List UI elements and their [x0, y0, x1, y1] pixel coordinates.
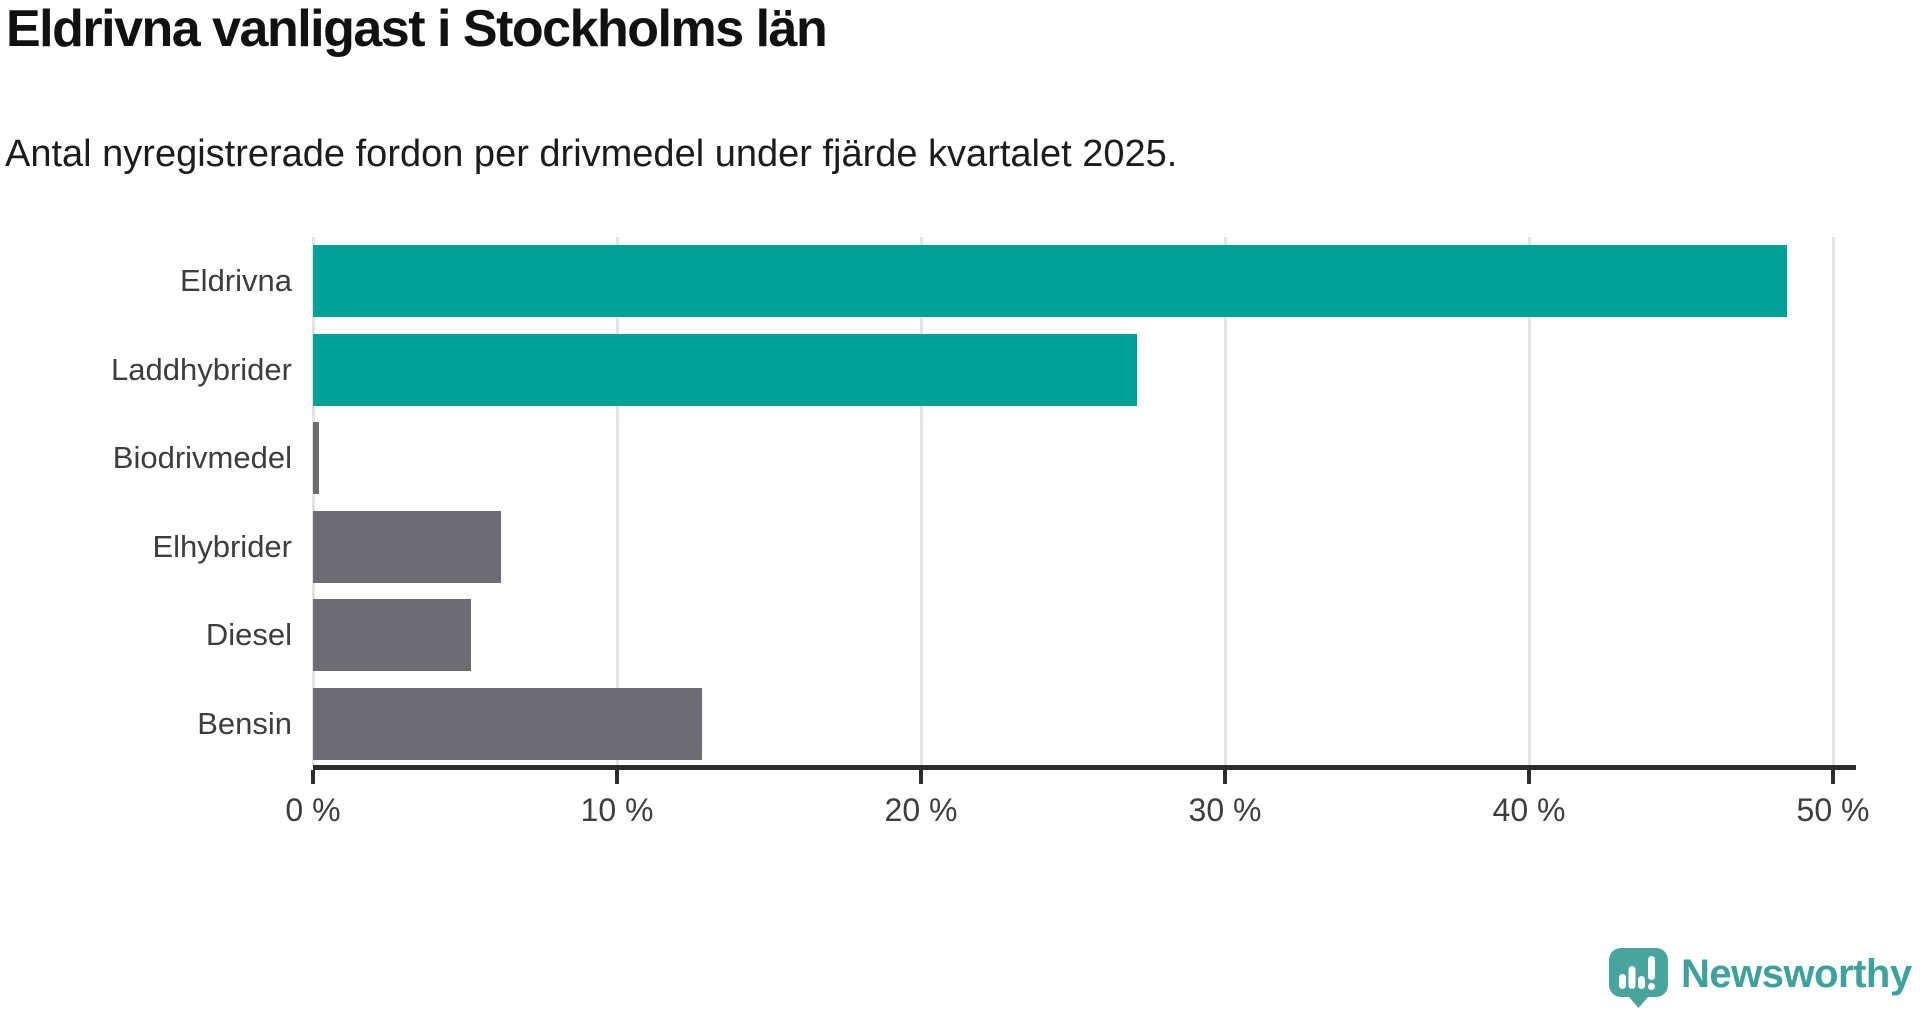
x-axis-tick-label-50-pct: 50 %	[1796, 792, 1870, 828]
chart-subtitle: Antal nyregistrerade fordon per drivmede…	[5, 133, 1178, 175]
gridline-50-pct	[1831, 237, 1835, 768]
x-axis-tick-10-pct	[615, 770, 619, 784]
x-axis-tick-0-pct	[311, 770, 315, 784]
gridline-30-pct	[1223, 237, 1227, 768]
x-axis-tick-label-10-pct: 10 %	[580, 792, 654, 828]
x-axis-tick-20-pct	[919, 770, 923, 784]
category-label-laddhybrider: Laddhybrider	[111, 351, 292, 387]
bar-diesel	[313, 599, 472, 672]
category-label-elhybrider: Elhybrider	[152, 528, 292, 564]
x-axis-tick-label-40-pct: 40 %	[1492, 792, 1566, 828]
category-label-diesel: Diesel	[205, 617, 292, 653]
x-axis-tick-label-30-pct: 30 %	[1188, 792, 1262, 828]
x-axis-tick-50-pct	[1831, 770, 1835, 784]
bar-laddhybrider	[313, 333, 1137, 406]
x-axis-line	[313, 765, 1856, 770]
x-axis-tick-40-pct	[1527, 770, 1531, 784]
bar-elhybrider	[313, 510, 502, 583]
gridline-20-pct	[919, 237, 923, 768]
newsworthy-logo: Newsworthy	[1607, 947, 1912, 1009]
gridline-0-pct	[311, 237, 315, 768]
newsworthy-logo-text: Newsworthy	[1681, 952, 1912, 996]
bar-bensin	[313, 687, 703, 760]
x-axis-tick-label-0-pct: 0 %	[285, 792, 341, 828]
category-label-biodrivmedel: Biodrivmedel	[112, 440, 292, 476]
category-label-eldrivna: Eldrivna	[180, 263, 292, 299]
category-label-bensin: Bensin	[197, 705, 292, 741]
bar-eldrivna	[313, 245, 1788, 318]
gridline-10-pct	[615, 237, 619, 768]
x-axis-tick-label-20-pct: 20 %	[884, 792, 958, 828]
x-axis-tick-30-pct	[1223, 770, 1227, 784]
chart-title: Eldrivna vanligast i Stockholms län	[6, 0, 828, 58]
bar-biodrivmedel	[313, 422, 320, 495]
gridline-40-pct	[1527, 237, 1531, 768]
newsworthy-logo-icon	[1609, 948, 1668, 1008]
